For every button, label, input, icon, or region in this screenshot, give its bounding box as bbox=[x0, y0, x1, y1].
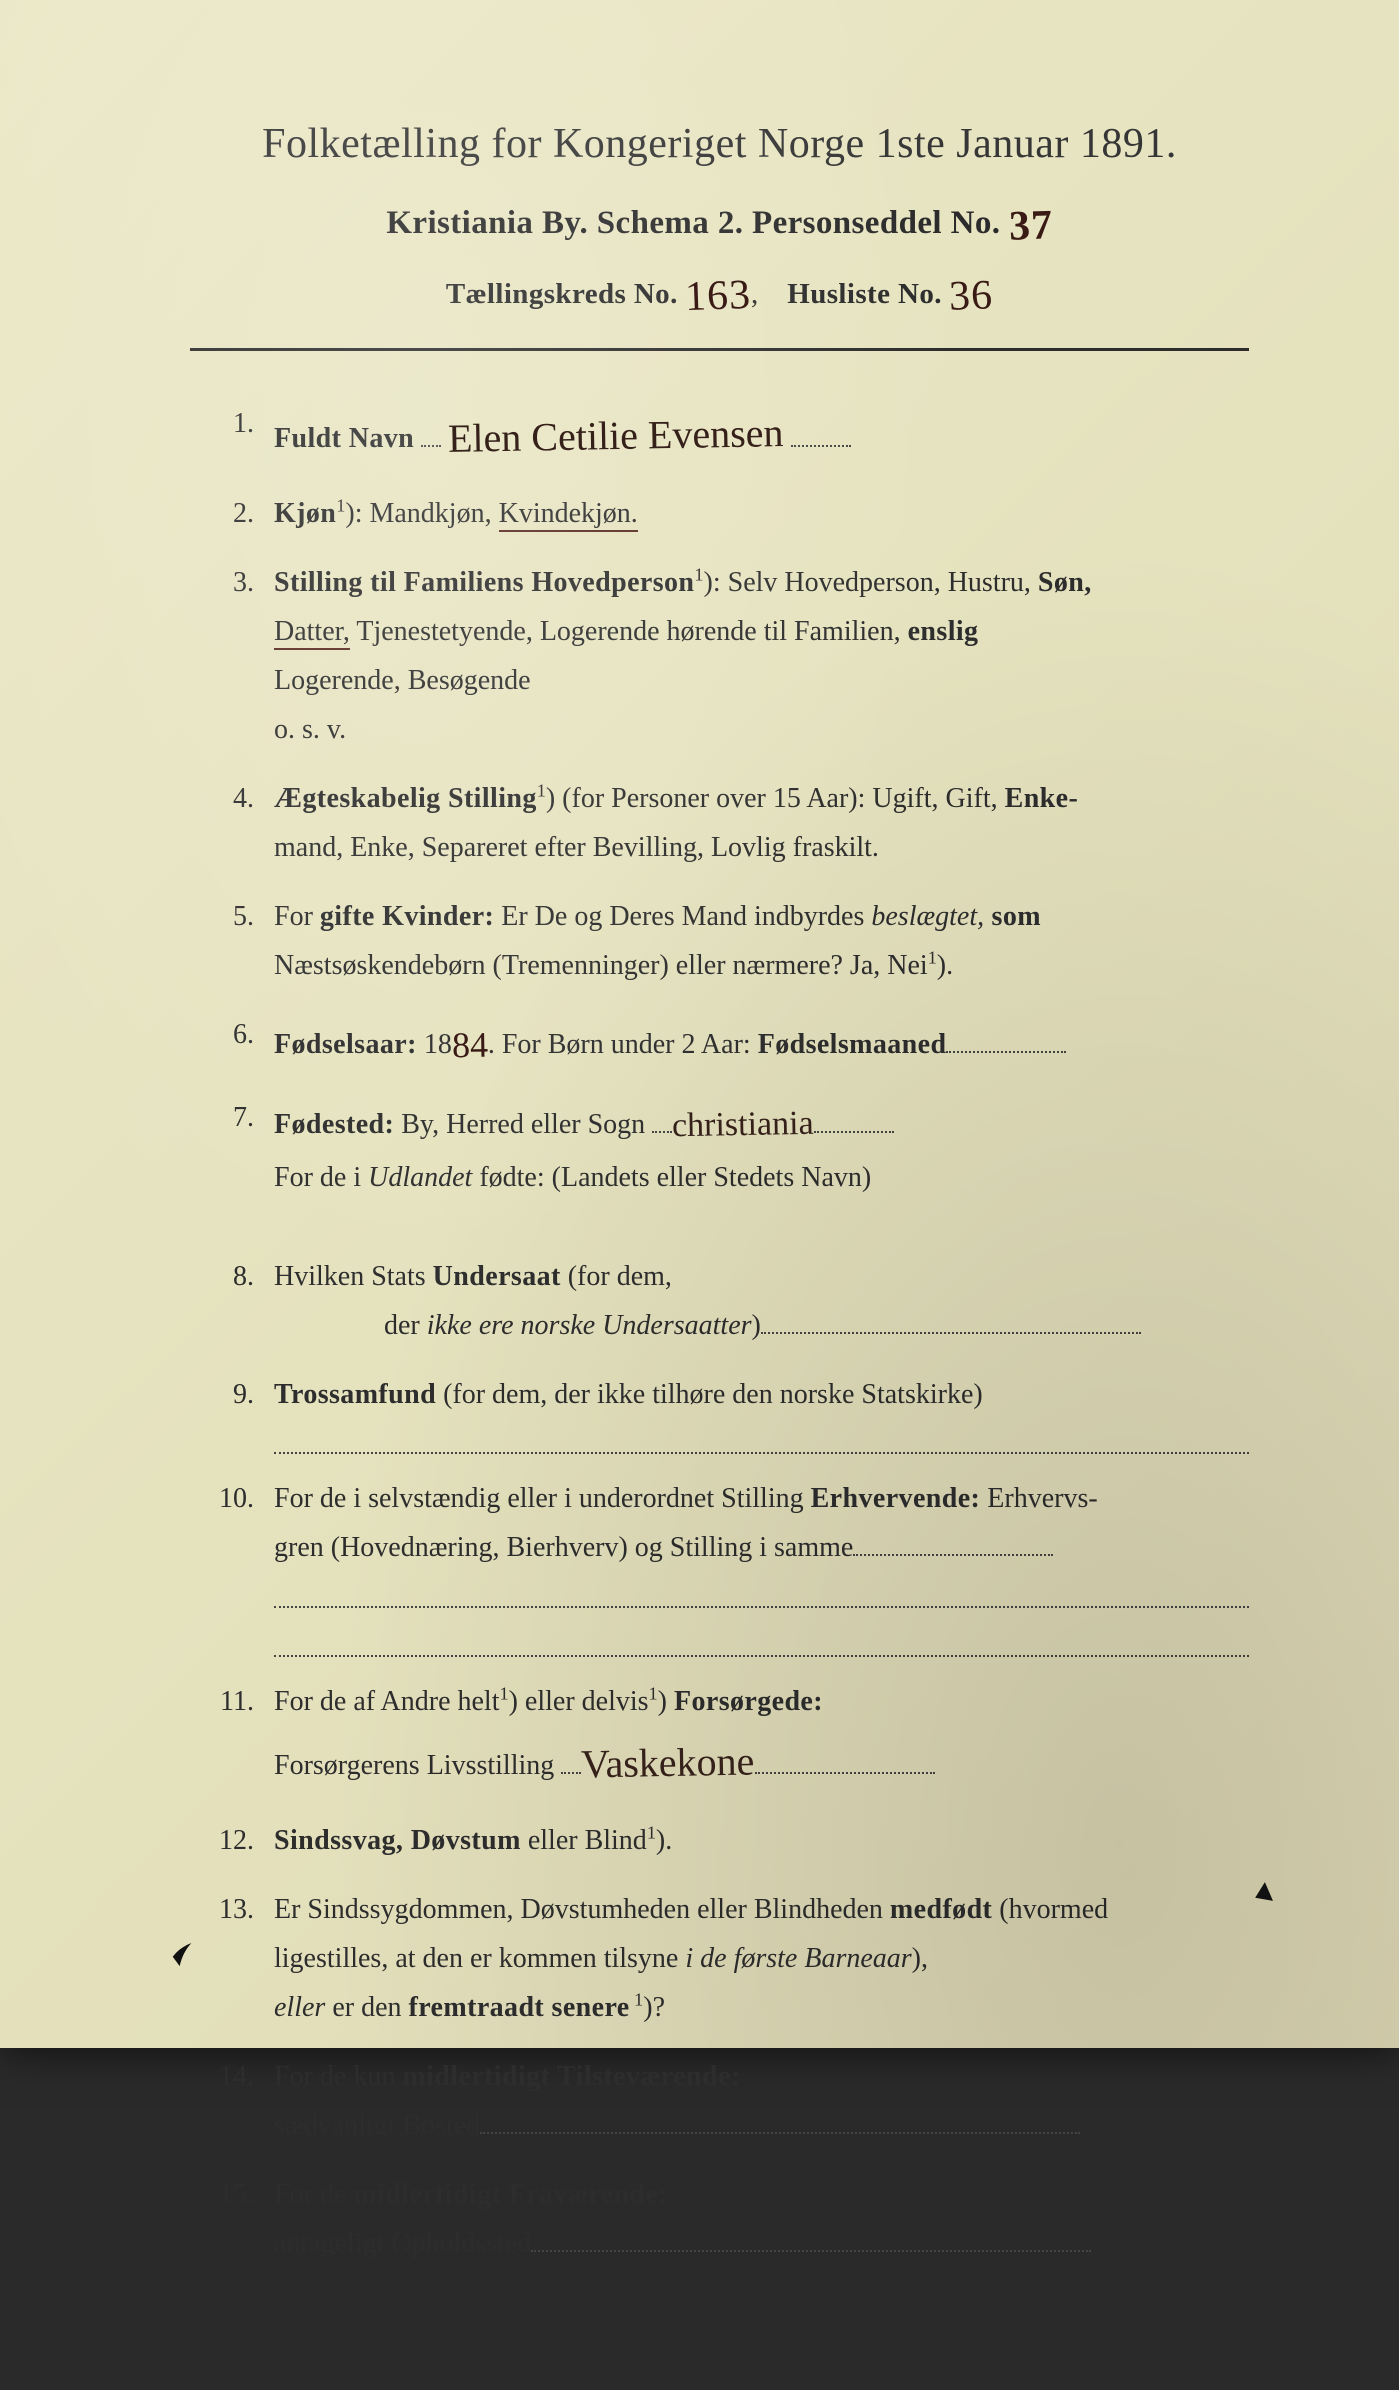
item-12: 12. Sindssvag, Døvstum eller Blind1). bbox=[190, 1816, 1249, 1865]
item-number: 6. bbox=[190, 1010, 274, 1073]
ink-mark-icon bbox=[168, 1940, 198, 1970]
item-number: 12. bbox=[190, 1816, 274, 1865]
item-body: Stilling til Familiens Hovedperson1): Se… bbox=[274, 558, 1249, 754]
personseddel-number: 37 bbox=[1008, 201, 1054, 251]
full-name-value: Elen Cetilie Evensen bbox=[448, 398, 785, 474]
item-body: For de af Andre helt1) eller delvis1) Fo… bbox=[274, 1677, 1249, 1796]
item-number: 11. bbox=[190, 1677, 274, 1796]
kreds-label: Tællingskreds No. bbox=[446, 278, 678, 310]
kreds-number: 163 bbox=[684, 271, 752, 321]
item-10: 10. For de i selvstændig eller i underor… bbox=[190, 1474, 1249, 1657]
item-body: Fuldt Navn Elen Cetilie Evensen bbox=[274, 399, 1249, 469]
subtitle-text: Kristiania By. Schema 2. Personseddel No… bbox=[386, 205, 1000, 241]
item-number: 3. bbox=[190, 558, 274, 754]
subtitle-line: Kristiania By. Schema 2. Personseddel No… bbox=[190, 196, 1249, 244]
item-body: For de kun midlertidigt Tilsteværende: s… bbox=[274, 2052, 1249, 2150]
ink-mark-icon bbox=[1248, 1877, 1285, 1914]
label: Fuldt Navn bbox=[274, 423, 414, 454]
selected-gender: Kvindekjøn. bbox=[499, 498, 638, 532]
label: Stilling til Familiens Hovedperson bbox=[274, 567, 694, 598]
item-body: Fødselsaar: 1884. For Børn under 2 Aar: … bbox=[274, 1010, 1249, 1073]
item-number: 5. bbox=[190, 892, 274, 990]
item-number: 7. bbox=[190, 1093, 274, 1202]
label: Kjøn bbox=[274, 498, 336, 529]
item-6: 6. Fødselsaar: 1884. For Børn under 2 Aa… bbox=[190, 1010, 1249, 1073]
item-number: 4. bbox=[190, 774, 274, 872]
form-items: 1. Fuldt Navn Elen Cetilie Evensen 2. Kj… bbox=[190, 399, 1249, 2268]
item-body: Trossamfund (for dem, der ikke tilhøre d… bbox=[274, 1370, 1249, 1455]
item-number: 14. bbox=[190, 2052, 274, 2150]
item-number: 10. bbox=[190, 1474, 274, 1657]
item-number: 1. bbox=[190, 399, 274, 469]
footnote: 1) De for hvert Tilfælde passende Ord un… bbox=[190, 2358, 1249, 2390]
item-8: 8. Hvilken Stats Undersaat (for dem, der… bbox=[190, 1252, 1249, 1350]
husliste-label: Husliste No. bbox=[787, 278, 942, 310]
item-body: Er Sindssygdommen, Døvstumheden eller Bl… bbox=[274, 1885, 1249, 2032]
subtitle-line-2: Tællingskreds No. 163, Husliste No. 36 bbox=[190, 266, 1249, 314]
item-3: 3. Stilling til Familiens Hovedperson1):… bbox=[190, 558, 1249, 754]
label: Fødselsaar: bbox=[274, 1029, 417, 1060]
item-body: Kjøn1): Mandkjøn, Kvindekjøn. bbox=[274, 489, 1249, 538]
item-13: 13. Er Sindssygdommen, Døvstumheden elle… bbox=[190, 1885, 1249, 2032]
birth-year-value: 84 bbox=[451, 1014, 488, 1078]
footnote-text: ) De for hvert Tilfælde passende Ord und… bbox=[282, 2360, 1009, 2389]
item-9: 9. Trossamfund (for dem, der ikke tilhør… bbox=[190, 1370, 1249, 1455]
item-2: 2. Kjøn1): Mandkjøn, Kvindekjøn. bbox=[190, 489, 1249, 538]
item-number: 9. bbox=[190, 1370, 274, 1455]
item-body: Hvilken Stats Undersaat (for dem, der ik… bbox=[274, 1252, 1249, 1350]
husliste-number: 36 bbox=[948, 271, 994, 321]
item-body: Ægteskabelig Stilling1) (for Personer ov… bbox=[274, 774, 1249, 872]
item-number: 13. bbox=[190, 1885, 274, 2032]
item-7: 7. Fødested: By, Herred eller Sogn chris… bbox=[190, 1093, 1249, 1202]
birthplace-value: christiania bbox=[672, 1094, 815, 1156]
divider-rule bbox=[190, 348, 1249, 351]
main-title: Folketælling for Kongeriget Norge 1ste J… bbox=[190, 120, 1249, 168]
item-5: 5. For gifte Kvinder: Er De og Deres Man… bbox=[190, 892, 1249, 990]
item-body: For de i selvstændig eller i underordnet… bbox=[274, 1474, 1249, 1657]
item-body: Sindssvag, Døvstum eller Blind1). bbox=[274, 1816, 1249, 1865]
item-number: 8. bbox=[190, 1252, 274, 1350]
item-11: 11. For de af Andre helt1) eller delvis1… bbox=[190, 1677, 1249, 1796]
item-15: 15. For de midlertidigt Fraværende: anta… bbox=[190, 2170, 1249, 2268]
item-number: 15. bbox=[190, 2170, 274, 2268]
item-4: 4. Ægteskabelig Stilling1) (for Personer… bbox=[190, 774, 1249, 872]
form-header: Folketælling for Kongeriget Norge 1ste J… bbox=[190, 120, 1249, 314]
label: Fødested: bbox=[274, 1109, 394, 1140]
item-body: For gifte Kvinder: Er De og Deres Mand i… bbox=[274, 892, 1249, 990]
selected-relation: Datter, bbox=[274, 616, 350, 650]
label: Ægteskabelig Stilling bbox=[274, 783, 537, 814]
provider-occupation-value: Vaskekone bbox=[581, 1727, 755, 1800]
item-number: 2. bbox=[190, 489, 274, 538]
census-form-page: Folketælling for Kongeriget Norge 1ste J… bbox=[0, 0, 1399, 2048]
item-14: 14. For de kun midlertidigt Tilsteværend… bbox=[190, 2052, 1249, 2150]
item-body: Fødested: By, Herred eller Sogn christia… bbox=[274, 1093, 1249, 1202]
item-body: For de midlertidigt Fraværende: antageli… bbox=[274, 2170, 1249, 2268]
item-1: 1. Fuldt Navn Elen Cetilie Evensen bbox=[190, 399, 1249, 469]
label: Trossamfund bbox=[274, 1379, 436, 1410]
